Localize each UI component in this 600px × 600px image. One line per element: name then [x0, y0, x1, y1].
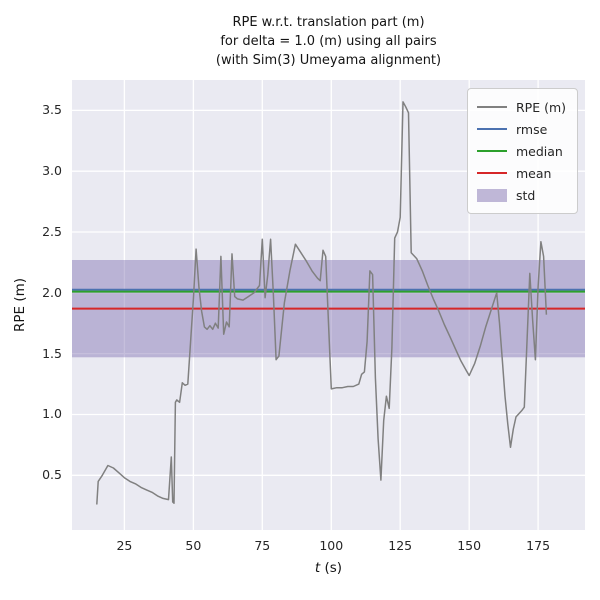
- legend-line-sample: [476, 128, 507, 130]
- x-tick-label: 150: [457, 538, 482, 553]
- y-tick-label: 0.5: [42, 467, 62, 483]
- x-axis-label-unit: (s): [320, 560, 343, 576]
- x-axis-label-var: t: [314, 560, 321, 576]
- legend-item: std: [476, 184, 566, 206]
- legend-patch-sample: [476, 188, 507, 202]
- x-tick-label: 50: [185, 538, 202, 553]
- x-tick-label: 75: [254, 538, 271, 553]
- x-tick-label: 125: [388, 538, 413, 553]
- legend-item: RPE (m): [476, 96, 566, 118]
- plot-title: RPE w.r.t. translation part (m) for delt…: [72, 13, 585, 70]
- x-tick-label: 25: [116, 538, 133, 553]
- legend-line-sample: [476, 172, 507, 174]
- legend-line-sample: [476, 106, 507, 108]
- legend-label: median: [515, 143, 563, 159]
- x-axis-label: t (s): [72, 560, 585, 576]
- y-tick-label: 3.0: [42, 163, 62, 179]
- legend-label: mean: [515, 165, 552, 181]
- y-tick-label: 1.5: [42, 345, 62, 361]
- legend-item: median: [476, 140, 566, 162]
- plot-title-line-3: (with Sim(3) Umeyama alignment): [215, 53, 442, 68]
- x-tick-label: 100: [319, 538, 344, 553]
- rpe-line: [96, 101, 548, 505]
- legend-label: RPE (m): [515, 99, 566, 115]
- legend-item: mean: [476, 162, 566, 184]
- legend-line-sample: [476, 150, 507, 152]
- y-tick-label: 3.5: [42, 102, 62, 118]
- plot-title-line-1: RPE w.r.t. translation part (m): [232, 15, 425, 30]
- y-tick-label: 2.0: [42, 284, 62, 300]
- y-tick-label: 1.0: [42, 406, 62, 422]
- legend-item: rmse: [476, 118, 566, 140]
- legend-label: std: [515, 187, 536, 203]
- y-tick-label: 2.5: [42, 224, 62, 240]
- legend-label: rmse: [515, 121, 548, 137]
- x-tick-label: 175: [526, 538, 551, 553]
- plot-title-line-2: for delta = 1.0 (m) using all pairs: [220, 34, 437, 49]
- legend: RPE (m) rmse median mean std: [466, 88, 578, 214]
